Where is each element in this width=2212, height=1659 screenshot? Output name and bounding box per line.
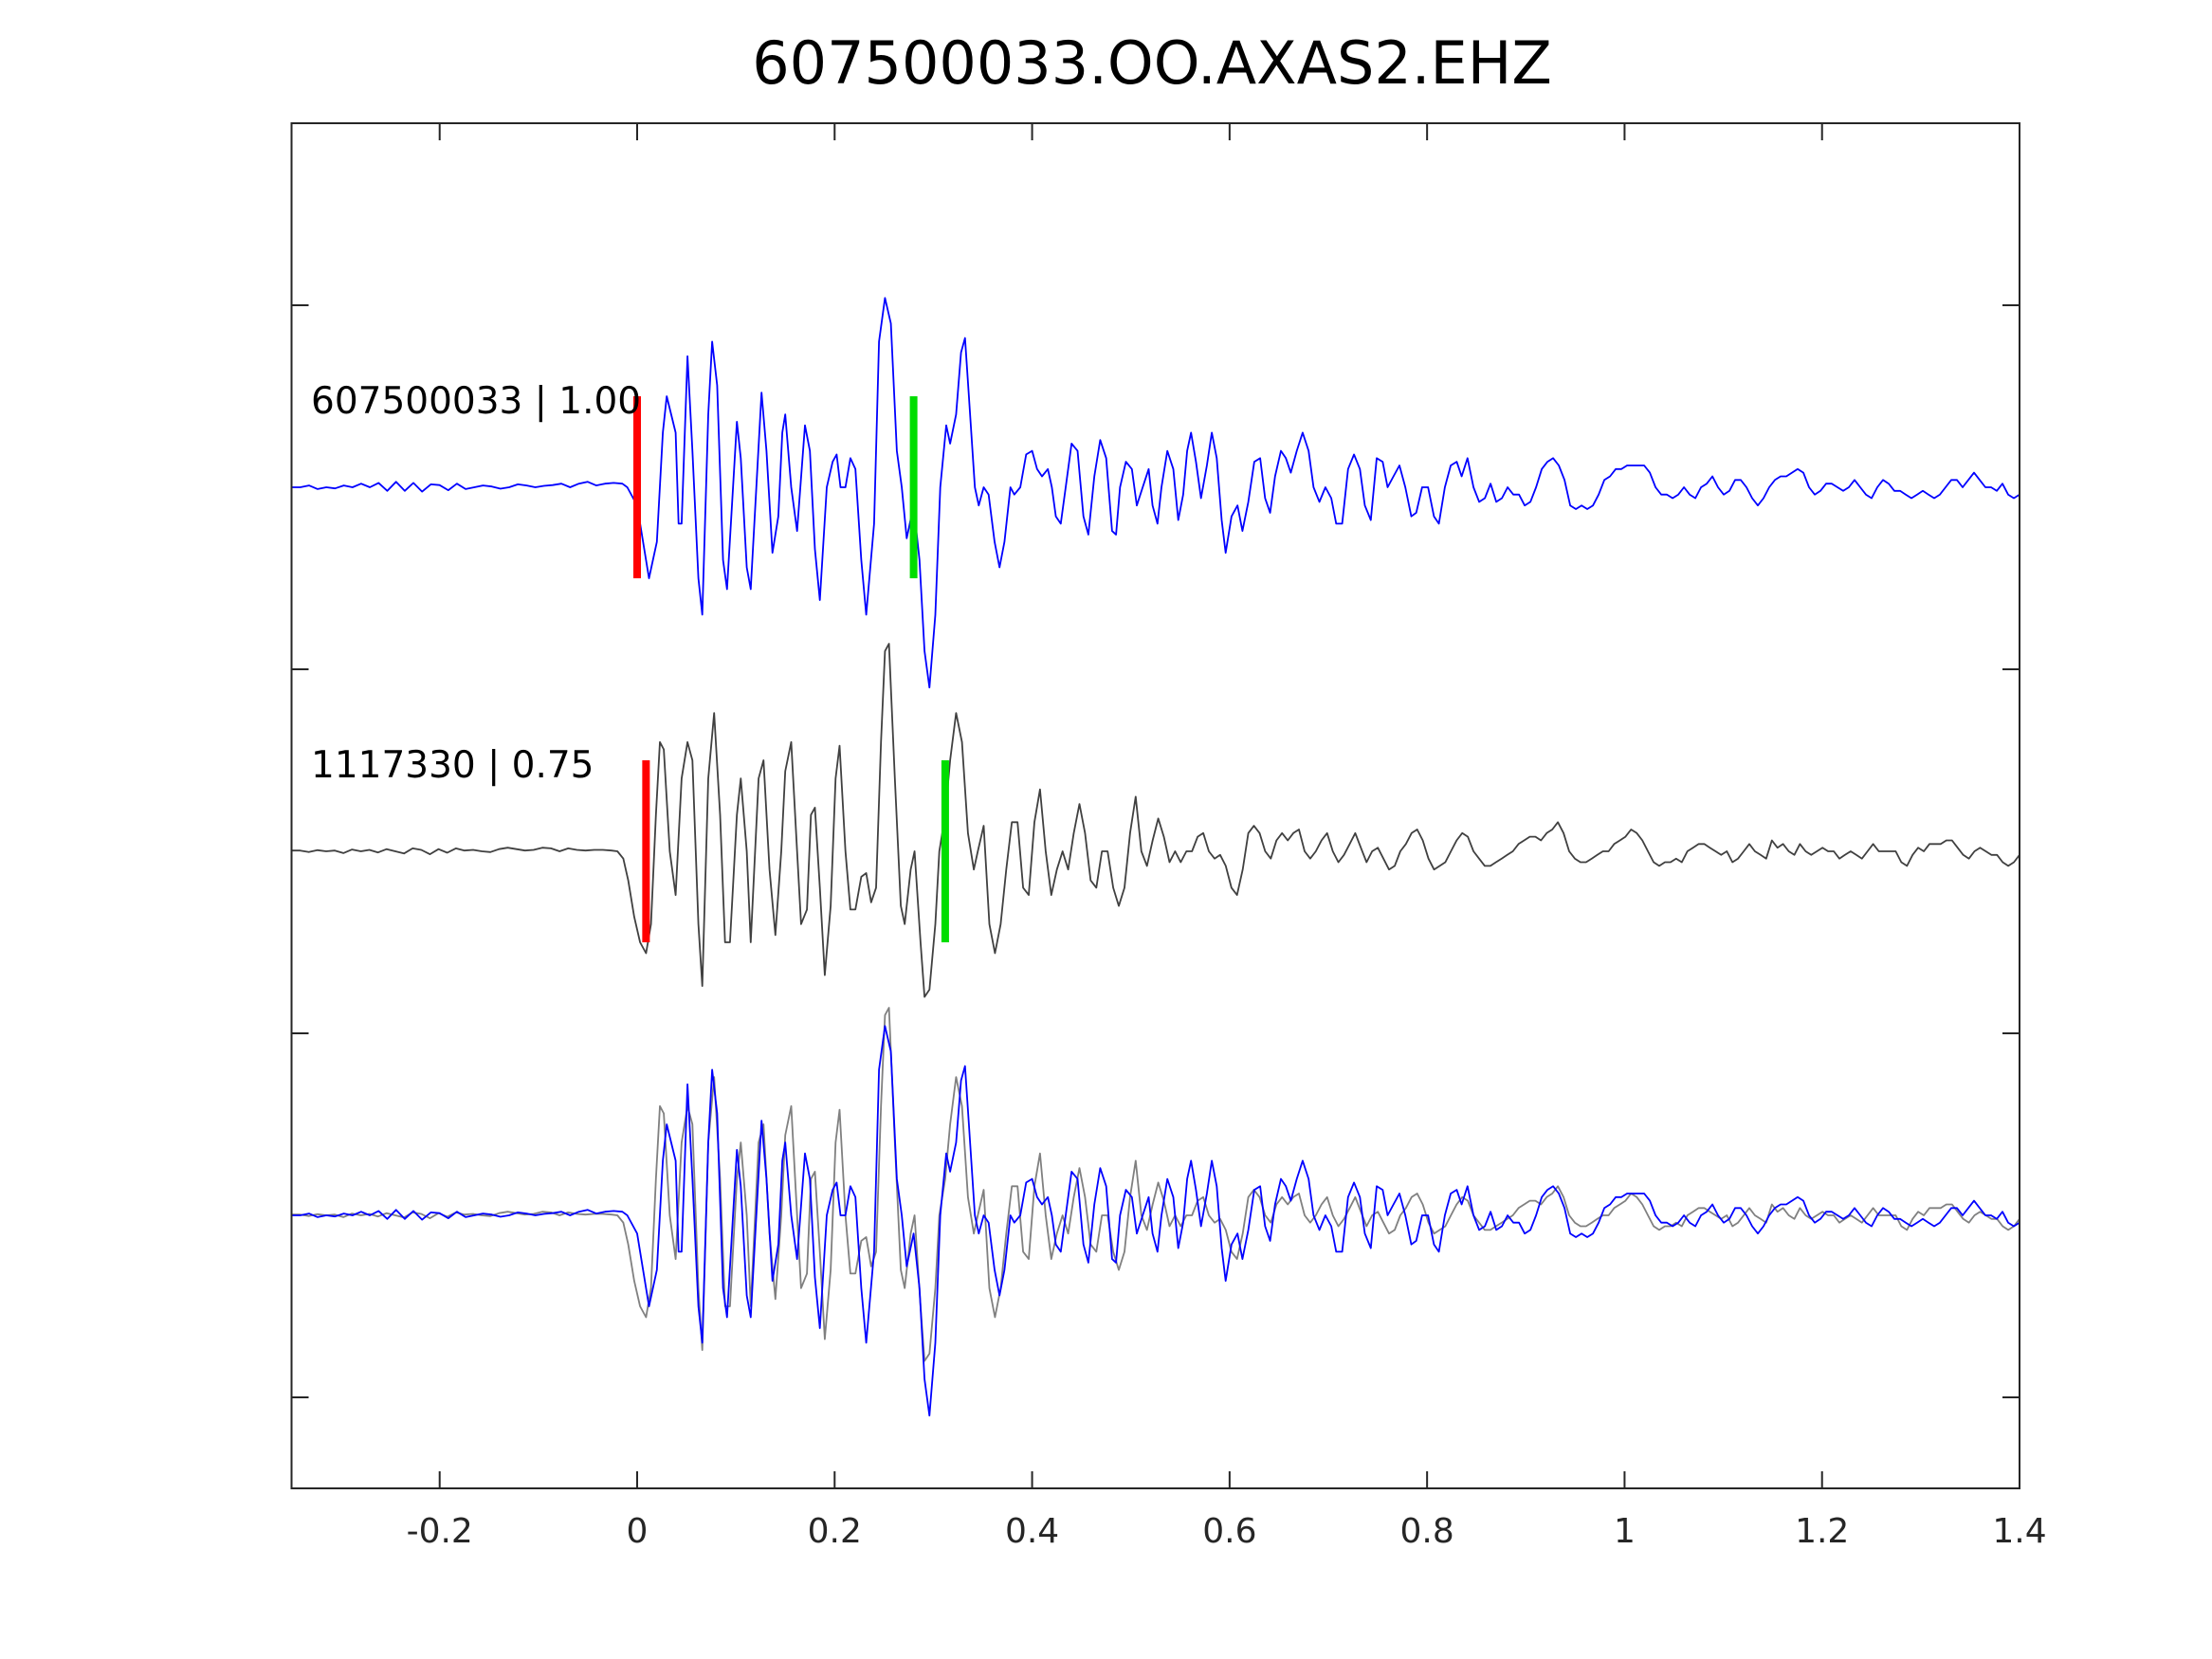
trace-labels: 607500033 | 1.00 1117330 | 0.75: [311, 380, 641, 787]
waveform-1117330: [291, 643, 2020, 998]
axes-box: [290, 122, 2020, 1489]
x-tick-label: 0: [627, 1512, 649, 1551]
x-tick-label: 0.6: [1202, 1512, 1256, 1551]
x-tick-label: -0.2: [407, 1512, 473, 1551]
trace-label-1117330: 1117330 | 0.75: [311, 744, 594, 787]
traces-layer: [291, 297, 2020, 1417]
waveform-607500033: [291, 297, 2020, 689]
x-tick-label: 0.8: [1400, 1512, 1454, 1551]
x-tick-label: 1.4: [1992, 1512, 2046, 1551]
x-tick-label: 0.4: [1005, 1512, 1059, 1551]
trace-label-607500033: 607500033 | 1.00: [311, 380, 641, 423]
chart-title: 607500033.OO.AXAS2.EHZ: [752, 28, 1552, 98]
picks-layer: [633, 396, 949, 942]
x-tick-label: 1.2: [1795, 1512, 1849, 1551]
x-tick-label: 0.2: [808, 1512, 862, 1551]
x-tick-label: 1: [1614, 1512, 1636, 1551]
overlay-waveform-607500033: [291, 1025, 2020, 1417]
axis-ticks: -0.2 0 0.2 0.4 0.6 0.8 1 1.2 1.4: [291, 123, 2047, 1551]
overlay-waveform-1117330: [291, 1007, 2020, 1362]
